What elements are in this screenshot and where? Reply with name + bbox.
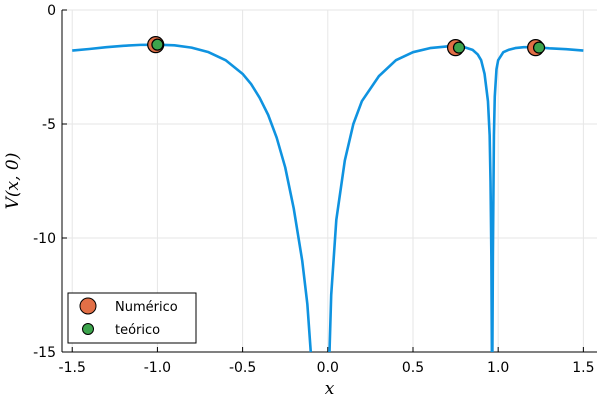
y-axis-title: V(x, 0) xyxy=(3,153,23,210)
y-tick-label: 0 xyxy=(47,3,56,19)
x-tick-label: -1.5 xyxy=(59,360,86,376)
legend-marker-numerico xyxy=(79,297,97,315)
y-tick-label: -5 xyxy=(42,117,56,133)
x-tick-label: 0.0 xyxy=(317,360,339,376)
plot-area xyxy=(72,36,584,353)
x-tick-label: 1.0 xyxy=(487,360,509,376)
y-tick-label: -15 xyxy=(33,345,56,361)
x-tick-label: -1.0 xyxy=(144,360,171,376)
legend-marker-teorico xyxy=(82,323,94,335)
teorico-point xyxy=(532,41,546,54)
legend: Numérico teórico xyxy=(67,292,197,344)
teorico-point xyxy=(151,38,164,51)
x-tick-label: -0.5 xyxy=(229,360,256,376)
data-markers xyxy=(147,36,546,57)
y-tick-labels: 0 -5 -10 -15 xyxy=(33,3,56,361)
x-tick-label: 0.5 xyxy=(402,360,424,376)
x-axis-title: x xyxy=(325,379,335,399)
x-tick-labels: -1.5 -1.0 -0.5 0.0 0.5 1.0 1.5 xyxy=(59,360,595,376)
tick-marks xyxy=(62,9,584,353)
teorico-point xyxy=(452,41,466,54)
legend-label-numerico: Numérico xyxy=(115,300,178,315)
x-tick-label: 1.5 xyxy=(572,360,594,376)
legend-label-teorico: teórico xyxy=(115,323,160,338)
y-tick-label: -10 xyxy=(33,231,56,247)
